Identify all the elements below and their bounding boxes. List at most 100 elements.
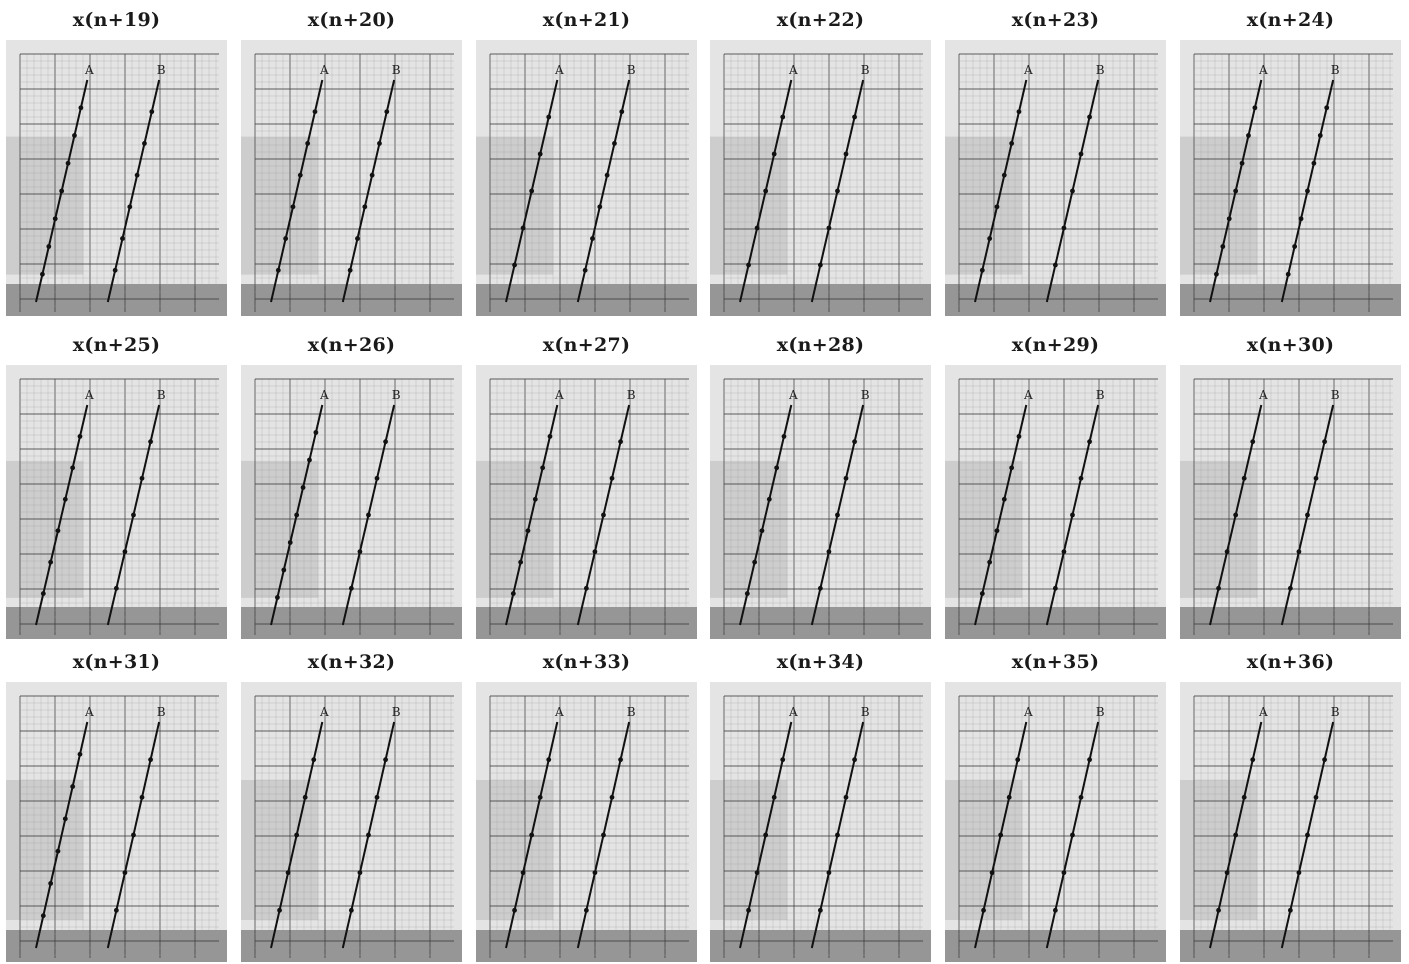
data-point <box>1324 105 1330 111</box>
data-point <box>55 848 61 854</box>
data-point <box>1296 870 1302 876</box>
chart-title: x(n+22) <box>776 9 865 31</box>
data-point <box>112 267 118 273</box>
data-point <box>766 496 772 502</box>
series-label-a: A <box>319 705 329 719</box>
data-point <box>754 225 760 231</box>
series-label-b: B <box>861 705 870 719</box>
data-point <box>520 225 526 231</box>
data-point <box>518 559 524 565</box>
data-point <box>1233 188 1239 194</box>
data-point <box>122 549 128 555</box>
bottom-band <box>241 607 462 639</box>
series-label-a: A <box>319 388 329 402</box>
data-point <box>529 188 535 194</box>
data-point <box>1287 585 1293 591</box>
bottom-band <box>476 930 697 962</box>
data-point <box>374 475 380 481</box>
data-point <box>1224 870 1230 876</box>
bottom-band <box>710 607 931 639</box>
data-point <box>989 870 995 876</box>
data-point <box>294 512 300 518</box>
data-point <box>142 141 147 146</box>
data-point <box>987 236 993 241</box>
series-line-a <box>35 721 89 949</box>
data-point <box>1287 907 1293 913</box>
data-point <box>752 559 758 565</box>
data-point <box>817 585 823 591</box>
data-point <box>281 567 287 573</box>
chart-panel: x(n+23) A B <box>939 0 1172 318</box>
chart-title: x(n+32) <box>307 651 396 673</box>
data-point <box>366 832 371 838</box>
data-point <box>852 757 857 763</box>
data-point <box>843 794 849 800</box>
series-label-a: A <box>1023 388 1033 402</box>
chart-title: x(n+36) <box>1246 651 1335 673</box>
data-point <box>780 114 786 120</box>
series-label-a: A <box>1258 705 1268 719</box>
series-label-a: A <box>84 388 94 402</box>
series-line-a <box>739 404 793 626</box>
data-point <box>1241 794 1247 800</box>
data-point <box>1006 794 1012 800</box>
chart-panel: x(n+35) A B <box>939 642 1172 964</box>
data-point <box>1061 225 1067 231</box>
data-point <box>843 475 849 481</box>
data-point <box>48 559 54 565</box>
data-point <box>1016 434 1022 439</box>
series-label-b: B <box>627 388 636 402</box>
data-point <box>374 794 380 800</box>
chart-panel: x(n+20) A B <box>235 0 468 318</box>
bottom-band <box>710 930 931 962</box>
data-point <box>1322 439 1327 445</box>
data-point <box>362 204 368 210</box>
series-label-b: B <box>1096 63 1105 77</box>
data-point <box>1246 133 1251 138</box>
chart-title: x(n+19) <box>72 9 161 31</box>
data-point <box>520 870 526 876</box>
data-point <box>780 757 786 763</box>
data-point <box>981 907 986 913</box>
chart-panel: x(n+19) A B <box>0 0 233 318</box>
data-point <box>1015 757 1021 763</box>
data-point <box>139 475 145 481</box>
data-point <box>835 832 840 838</box>
bottom-band <box>1180 607 1401 639</box>
data-point <box>297 172 303 178</box>
data-point <box>546 757 552 763</box>
data-point <box>994 528 1000 534</box>
data-point <box>746 907 751 913</box>
data-point <box>40 913 46 919</box>
data-point <box>979 267 985 273</box>
chart-panel: x(n+33) A B <box>470 642 703 964</box>
data-point <box>1061 870 1067 876</box>
data-point <box>307 457 312 463</box>
shading-left <box>710 136 788 275</box>
data-point <box>77 751 83 757</box>
series-label-b: B <box>861 388 870 402</box>
data-point <box>77 434 83 439</box>
data-point <box>1250 757 1256 763</box>
data-point <box>78 105 84 111</box>
data-point <box>1070 188 1075 194</box>
bottom-band <box>710 284 931 316</box>
data-point <box>771 794 777 800</box>
data-point <box>532 496 538 502</box>
data-point <box>1226 216 1232 222</box>
data-point <box>835 188 840 194</box>
data-point <box>1001 172 1007 178</box>
data-point <box>1001 496 1007 502</box>
data-point <box>1233 512 1239 518</box>
data-point <box>843 151 849 157</box>
data-point <box>1009 465 1015 471</box>
